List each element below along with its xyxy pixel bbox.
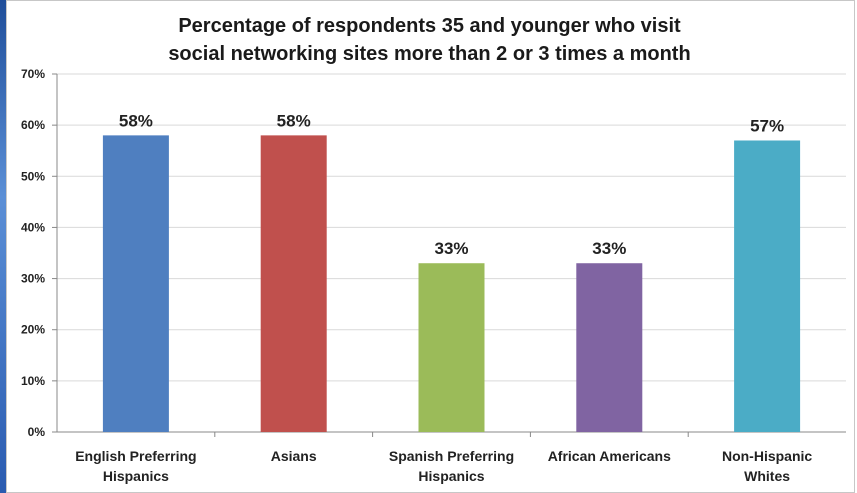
category-label: African Americans [548,448,671,464]
y-tick-label: 70% [21,67,45,81]
y-tick-label: 30% [21,272,45,286]
bar [734,140,801,432]
y-tick-label: 50% [21,169,45,183]
y-tick-label: 10% [21,374,45,388]
category-label: Asians [271,448,317,464]
y-tick-label: 0% [28,425,46,439]
category-label: Spanish Preferring [389,448,514,464]
category-label: Non-Hispanic [722,448,812,464]
left-decor-strip [0,0,6,493]
data-label: 58% [277,111,311,130]
data-label: 33% [434,239,468,258]
bar [260,135,327,432]
chart-title-line-1: Percentage of respondents 35 and younger… [178,15,681,37]
data-label: 57% [750,116,784,135]
bar [418,263,485,432]
y-tick-label: 40% [21,220,45,234]
chart-title: Percentage of respondents 35 and younger… [6,12,853,68]
bar [102,135,169,432]
data-label: 33% [592,239,626,258]
category-label: Hispanics [103,468,169,484]
category-label: English Preferring [75,448,196,464]
y-tick-label: 20% [21,323,45,337]
category-label: Hispanics [418,468,484,484]
data-label: 58% [119,111,153,130]
bar [576,263,643,432]
category-label: Whites [744,468,790,484]
y-tick-label: 60% [21,118,45,132]
chart-title-line-2: social networking sites more than 2 or 3… [168,43,691,65]
